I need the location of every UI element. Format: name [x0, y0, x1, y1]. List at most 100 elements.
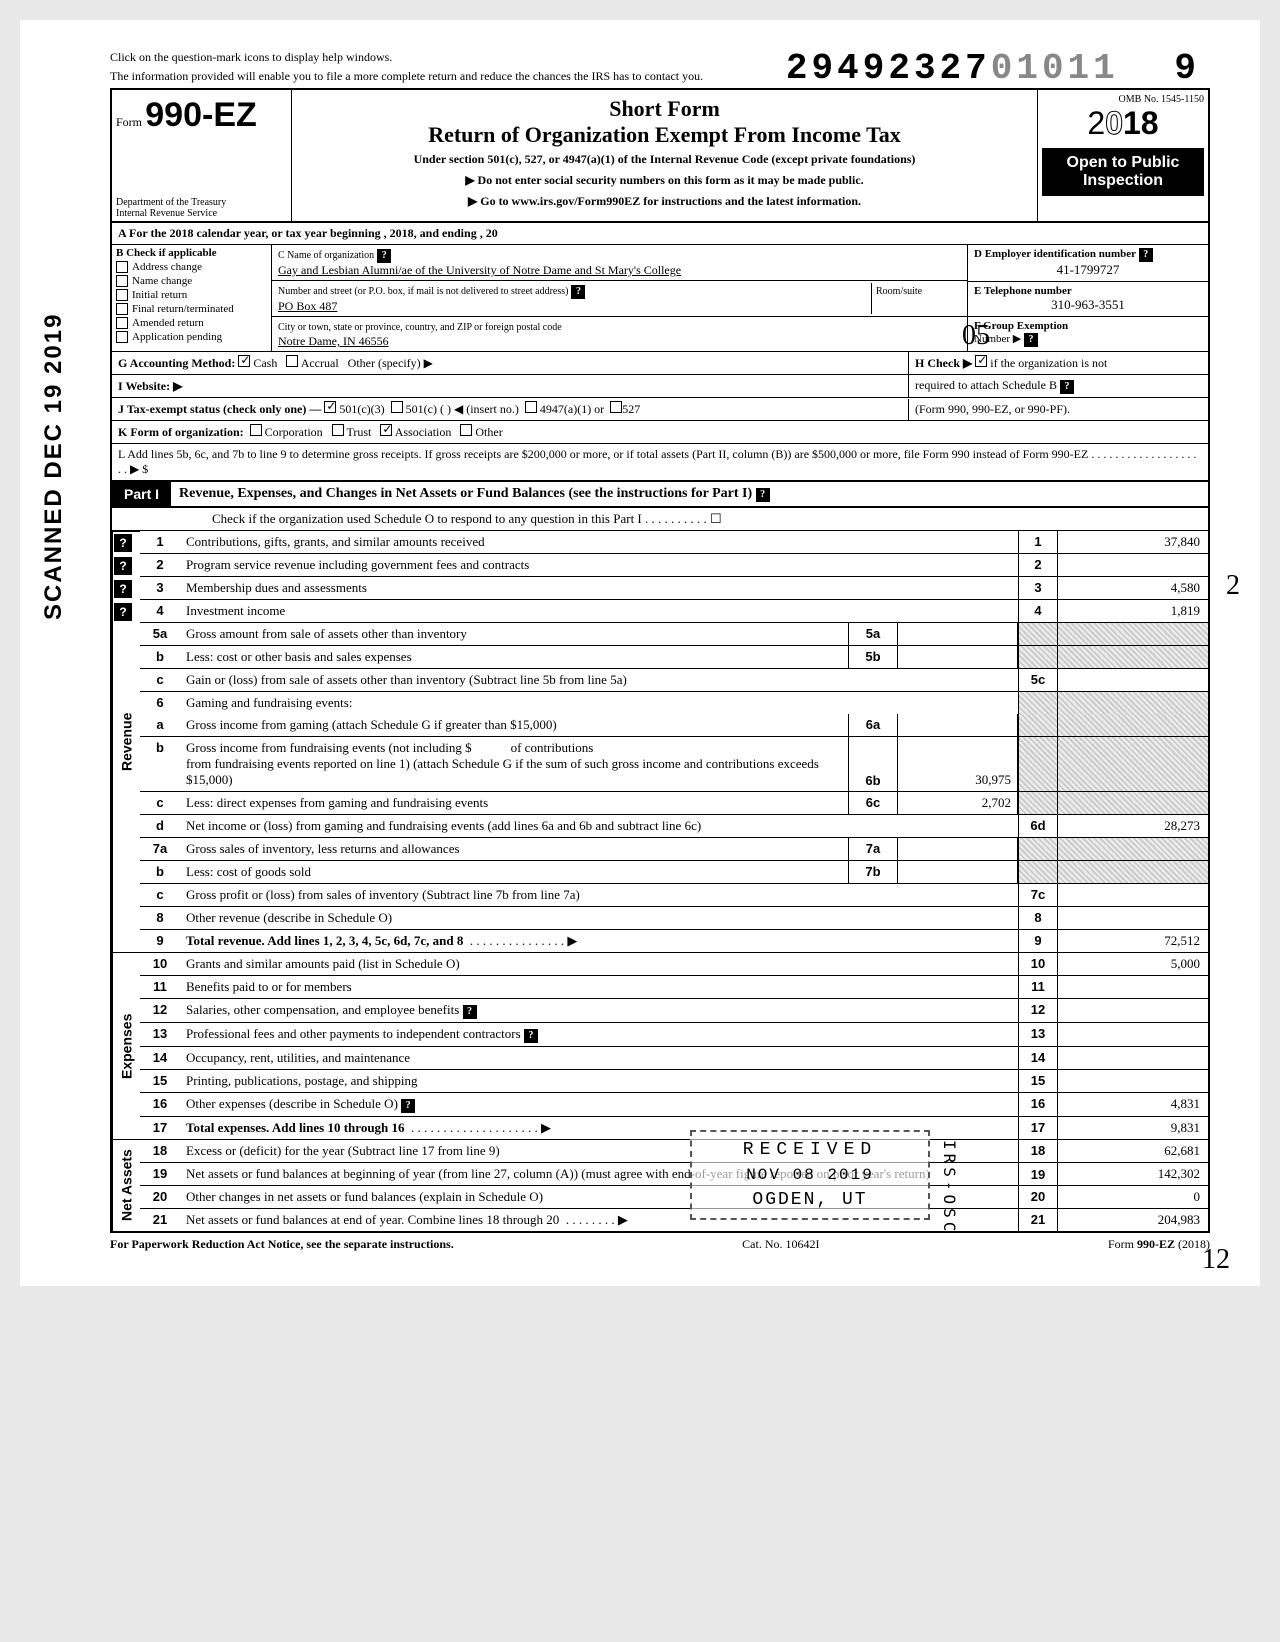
row-i: I Website: ▶ required to attach Schedule… [110, 375, 1210, 398]
shaded-val-7a [1058, 838, 1208, 860]
cb-4947[interactable] [525, 401, 537, 413]
shaded-val-5a [1058, 623, 1208, 645]
cb-other-org[interactable] [460, 424, 472, 436]
form-page: SCANNED DEC 19 2019 2949232701011 9 Clic… [20, 20, 1260, 1286]
shaded-6c [1018, 792, 1058, 814]
ln-desc-5b: Less: cost or other basis and sales expe… [180, 646, 848, 668]
rt-no-21: 21 [1018, 1209, 1058, 1231]
cb-name-change[interactable] [116, 275, 128, 287]
help-icon[interactable]: ? [1139, 248, 1153, 262]
help-icon[interactable]: ? [524, 1029, 538, 1043]
ln-desc-7c: Gross profit or (loss) from sales of inv… [180, 884, 1018, 906]
cb-corp[interactable] [250, 424, 262, 436]
ln-desc-8: Other revenue (describe in Schedule O) [180, 907, 1018, 929]
help-icon[interactable]: ? [571, 285, 585, 299]
lbl-final-return: Final return/terminated [132, 303, 234, 315]
label-accounting: G Accounting Method: [118, 356, 235, 370]
shaded-6 [1018, 692, 1058, 714]
cb-501c[interactable] [391, 401, 403, 413]
ln-no-17: 17 [140, 1117, 180, 1139]
shaded-val-6 [1058, 692, 1208, 714]
rt-no-6d: 6d [1018, 815, 1058, 837]
ln-no-18: 18 [140, 1140, 180, 1162]
shaded-5a [1018, 623, 1058, 645]
ln-desc-12: Salaries, other compensation, and employ… [180, 999, 1018, 1022]
cb-501c3[interactable] [324, 401, 336, 413]
handwrite-12: 12 [1202, 1244, 1230, 1276]
rt-no-8: 8 [1018, 907, 1058, 929]
ln-no-6d: d [140, 815, 180, 837]
help-icon[interactable]: ? [756, 488, 770, 502]
under-section: Under section 501(c), 527, or 4947(a)(1)… [298, 152, 1031, 167]
ln-desc-6d: Net income or (loss) from gaming and fun… [180, 815, 1018, 837]
cb-initial-return[interactable] [116, 289, 128, 301]
rt-no-2: 2 [1018, 554, 1058, 576]
ln-no-21: 21 [140, 1209, 180, 1231]
ln-desc-11: Benefits paid to or for members [180, 976, 1018, 998]
rt-val-5c [1058, 669, 1208, 691]
cb-527[interactable] [610, 401, 622, 413]
ln-desc-14: Occupancy, rent, utilities, and maintena… [180, 1047, 1018, 1069]
ln-desc-6c: Less: direct expenses from gaming and fu… [180, 792, 848, 814]
year-18: 18 [1123, 105, 1159, 141]
ln-no-10: 10 [140, 953, 180, 975]
ln-desc-16: Other expenses (describe in Schedule O) … [180, 1093, 1018, 1116]
help-icon[interactable]: ? [114, 603, 132, 621]
received-date: NOV 08 2019 [706, 1166, 914, 1184]
shaded-5b [1018, 646, 1058, 668]
help-icon[interactable]: ? [114, 534, 132, 552]
help-icon[interactable]: ? [401, 1099, 415, 1113]
help-icon[interactable]: ? [114, 580, 132, 598]
cb-trust[interactable] [332, 424, 344, 436]
rt-no-3: 3 [1018, 577, 1058, 599]
cb-sched-b[interactable] [975, 355, 987, 367]
cb-app-pending[interactable] [116, 331, 128, 343]
rt-val-11 [1058, 976, 1208, 998]
cb-final-return[interactable] [116, 303, 128, 315]
help-icon[interactable]: ? [377, 249, 391, 263]
line-3: ?3 Membership dues and assessments 3 4,5… [140, 577, 1208, 600]
lbl-accrual: Accrual [301, 356, 339, 370]
help-icon[interactable]: ? [114, 557, 132, 575]
cb-cash[interactable] [238, 355, 250, 367]
mid-no-7b: 7b [848, 861, 898, 883]
dln-stamp: 2949232701011 9 [786, 48, 1200, 89]
cb-amended[interactable] [116, 317, 128, 329]
cb-address-change[interactable] [116, 261, 128, 273]
ln-desc-15: Printing, publications, postage, and shi… [180, 1070, 1018, 1092]
ln-desc-7b: Less: cost of goods sold [180, 861, 848, 883]
rt-val-2 [1058, 554, 1208, 576]
dept-irs: Internal Revenue Service [116, 208, 287, 219]
omb-number: OMB No. 1545-1150 [1042, 94, 1204, 105]
ln-no-8: 8 [140, 907, 180, 929]
lbl-trust: Trust [346, 425, 371, 439]
help-icon[interactable]: ? [1060, 380, 1074, 394]
handwrite-05: 05 [962, 320, 990, 352]
line-12: 12 Salaries, other compensation, and emp… [140, 999, 1208, 1023]
row-j: J Tax-exempt status (check only one) — 5… [110, 398, 1210, 421]
rt-val-13 [1058, 1023, 1208, 1046]
ln-no-12: 12 [140, 999, 180, 1022]
line-15: 15 Printing, publications, postage, and … [140, 1070, 1208, 1093]
help-icon[interactable]: ? [463, 1005, 477, 1019]
ln-desc-6b: Gross income from fundraising events (no… [180, 737, 848, 791]
ln-no-1: ?1 [140, 531, 180, 553]
block-bcdef: B Check if applicable Address change Nam… [110, 245, 1210, 352]
rt-val-20: 0 [1058, 1186, 1208, 1208]
ln-no-6b: b [140, 737, 180, 791]
dln-number: 29492327 [786, 48, 991, 89]
mid-val-6b: 30,975 [898, 737, 1018, 791]
phone: 310-963-3551 [974, 297, 1202, 313]
line-9: 9 Total revenue. Add lines 1, 2, 3, 4, 5… [140, 930, 1208, 952]
cb-assoc[interactable] [380, 424, 392, 436]
help-icon[interactable]: ? [1024, 333, 1038, 347]
cb-accrual[interactable] [286, 355, 298, 367]
ln-desc-2: Program service revenue including govern… [180, 554, 1018, 576]
lbl-name-change: Name change [132, 275, 192, 287]
lbl-4947: 4947(a)(1) or [540, 402, 604, 416]
shaded-val-6b [1058, 737, 1208, 791]
rt-no-9: 9 [1018, 930, 1058, 952]
line-4: ?4 Investment income 4 1,819 [140, 600, 1208, 623]
h-text-1: if the organization is not [990, 356, 1107, 370]
ln-no-6c: c [140, 792, 180, 814]
